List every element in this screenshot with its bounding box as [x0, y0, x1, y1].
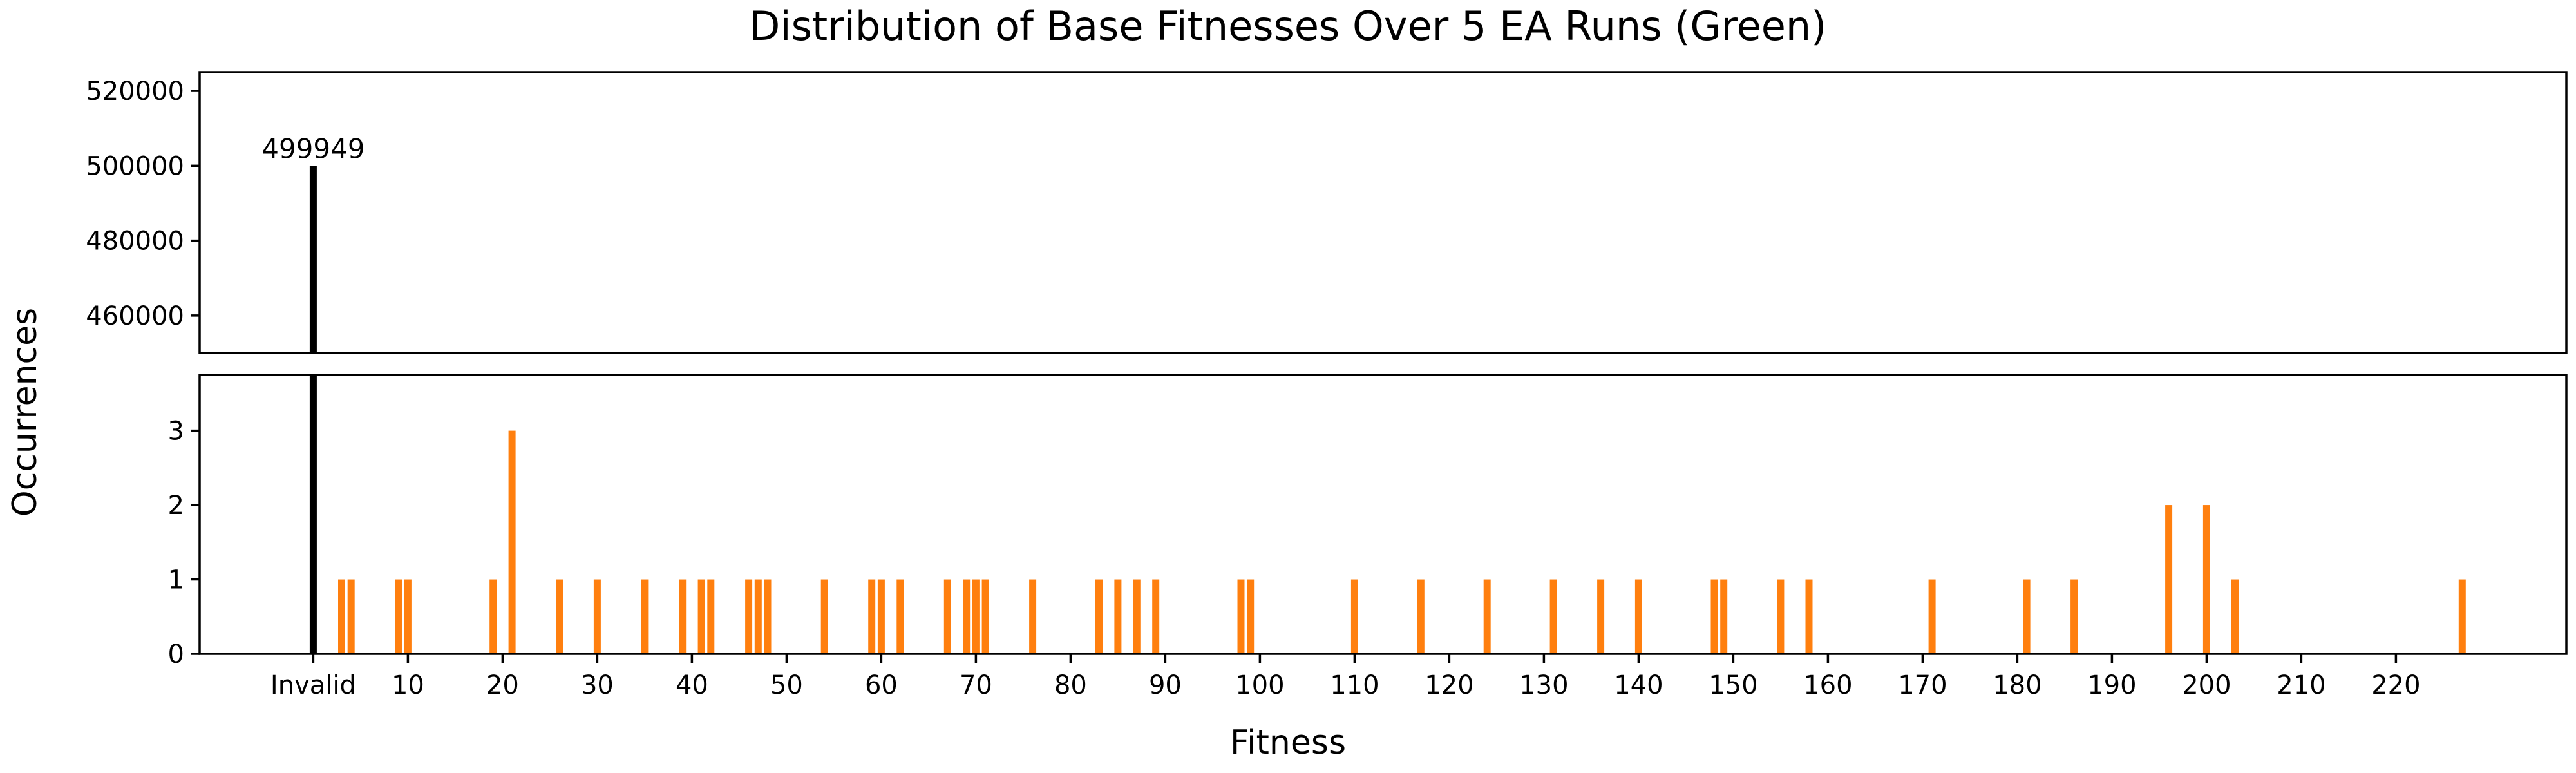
bar-fitness-70	[972, 579, 980, 654]
xtick-label: 90	[1149, 671, 1182, 700]
lower-panel: 0 1 2 3 Invalid 10 20 30 40 50 60 70 80 90 100 110 120 13…	[168, 374, 2568, 700]
bar-fitness-110	[1350, 579, 1358, 654]
bar-fitness-48	[764, 579, 772, 654]
xtick-label: 150	[1709, 671, 1757, 700]
x-axis-label: Fitness	[1230, 723, 1346, 762]
xtick-label: 160	[1803, 671, 1852, 700]
upper-panel: 499949 460000 480000 500000 520000	[86, 71, 2568, 354]
bar-fitness-67	[943, 579, 951, 654]
bar-fitness-35	[641, 579, 649, 654]
bar-fitness-131	[1549, 579, 1557, 654]
bar-fitness-99	[1247, 579, 1255, 654]
bar-fitness-186	[2070, 579, 2078, 654]
bar-fitness-171	[1928, 579, 1936, 654]
lower-ytick-label: 1	[168, 566, 184, 595]
xtick-label: 220	[2371, 671, 2420, 700]
bar-fitness-62	[896, 579, 904, 654]
bar-fitness-39	[679, 579, 687, 654]
xtick-label: 100	[1235, 671, 1284, 700]
bar-fitness-148	[1710, 579, 1718, 654]
bar-fitness-19	[489, 579, 497, 654]
bar-fitness-71	[981, 579, 989, 654]
bar-fitness-98	[1237, 579, 1245, 654]
bar-fitness-4	[347, 579, 355, 654]
xtick-label: 10	[392, 671, 424, 700]
upper-ytick-label: 480000	[86, 227, 184, 256]
bar-fitness-140	[1634, 579, 1642, 654]
bar-fitness-76	[1029, 579, 1037, 654]
bar-invalid-upper	[309, 166, 317, 353]
bar-fitness-9	[395, 579, 402, 654]
bar-fitness-54	[820, 579, 828, 654]
bar-fitness-136	[1597, 579, 1605, 654]
xtick-label: 120	[1425, 671, 1473, 700]
xtick-label: Invalid	[270, 671, 356, 700]
bar-fitness-26	[556, 579, 564, 654]
bar-fitness-59	[868, 579, 876, 654]
bar-fitness-196	[2165, 505, 2173, 654]
bar-fitness-42	[707, 579, 715, 654]
lower-ytick-label: 3	[168, 417, 184, 446]
upper-bars	[309, 166, 317, 353]
bar-fitness-158	[1805, 579, 1813, 654]
bar-fitness-41	[697, 579, 705, 654]
bar-value-label: 499949	[261, 133, 365, 165]
xtick-label: 140	[1614, 671, 1663, 700]
bar-fitness-21	[508, 430, 516, 654]
chart-title: Distribution of Base Fitnesses Over 5 EA…	[750, 3, 1827, 50]
upper-frame	[198, 71, 2568, 354]
bar-fitness-30	[593, 579, 601, 654]
bar-fitness-117	[1417, 579, 1425, 654]
xtick-label: 210	[2277, 671, 2325, 700]
xtick-label: 80	[1054, 671, 1087, 700]
lower-bars	[309, 375, 2466, 654]
bar-invalid-lower	[309, 375, 317, 654]
xtick-label: 200	[2182, 671, 2231, 700]
lower-frame	[198, 374, 2568, 655]
xtick-label: 190	[2087, 671, 2136, 700]
xtick-label: 50	[770, 671, 803, 700]
bar-fitness-124	[1483, 579, 1491, 654]
bar-fitness-46	[745, 579, 753, 654]
xtick-label: 40	[676, 671, 708, 700]
xtick-label: 20	[486, 671, 519, 700]
lower-ytick-label: 2	[168, 491, 184, 520]
upper-ytick-label: 500000	[86, 151, 184, 181]
y-axis-label: Occurrences	[6, 308, 44, 517]
lower-ytick-label: 0	[168, 640, 184, 669]
xtick-label: 180	[1993, 671, 2041, 700]
bar-fitness-87	[1133, 579, 1141, 654]
bar-fitness-155	[1777, 579, 1785, 654]
bar-fitness-47	[754, 579, 762, 654]
bar-fitness-181	[2023, 579, 2031, 654]
bar-fitness-69	[963, 579, 971, 654]
bar-fitness-149	[1720, 579, 1728, 654]
upper-ytick-label: 520000	[86, 77, 184, 106]
xtick-label: 60	[865, 671, 898, 700]
bar-fitness-203	[2231, 579, 2239, 654]
bar-fitness-10	[404, 579, 412, 654]
bar-fitness-200	[2202, 505, 2210, 654]
bar-fitness-83	[1095, 579, 1103, 654]
bar-fitness-89	[1152, 579, 1160, 654]
bar-fitness-227	[2458, 579, 2466, 654]
bar-fitness-85	[1114, 579, 1122, 654]
xtick-label: 70	[960, 671, 992, 700]
bar-fitness-3	[338, 579, 345, 654]
bar-fitness-60	[877, 579, 885, 654]
xtick-label: 110	[1330, 671, 1379, 700]
upper-ytick-label: 460000	[86, 301, 184, 331]
xtick-label: 30	[581, 671, 614, 700]
xtick-label: 170	[1898, 671, 1947, 700]
xtick-label: 130	[1519, 671, 1568, 700]
